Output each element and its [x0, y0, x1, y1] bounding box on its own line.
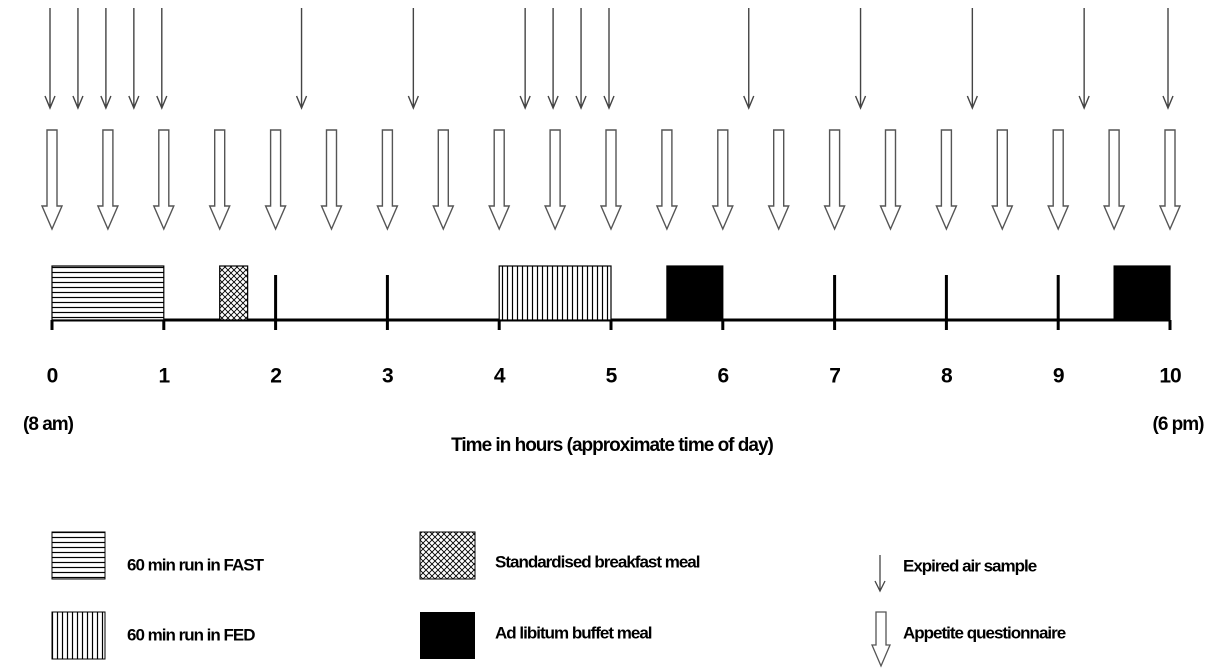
questionnaire-arrow [152, 129, 175, 231]
legend-hollow-arrow [871, 611, 891, 668]
expired-air-arrow [72, 8, 84, 110]
expired-air-arrow [966, 8, 978, 110]
expired-air-arrow [1078, 8, 1090, 110]
expired-air-arrow [575, 8, 587, 110]
questionnaire-arrow [376, 129, 399, 231]
tick-label: 6 [717, 365, 728, 388]
tick-label: 4 [494, 365, 506, 388]
legend-label: Standardised breakfast meal [495, 552, 700, 571]
questionnaire-arrow [96, 129, 119, 231]
expired-air-arrow [156, 8, 168, 110]
expired-air-arrow [547, 8, 559, 110]
legend-swatch [420, 612, 475, 659]
legend-swatch [51, 531, 106, 580]
legend-label: 60 min run in FED [127, 625, 255, 644]
expired-air-arrow [603, 8, 615, 110]
fast-run-block [51, 265, 165, 321]
expired-air-arrow [44, 8, 56, 110]
questionnaire-arrow [823, 129, 846, 231]
tick-label: 7 [829, 365, 840, 388]
questionnaire-arrow [599, 129, 623, 231]
questionnaire-arrow [432, 129, 455, 231]
tick-label: 9 [1053, 365, 1064, 388]
questionnaire-arrow [767, 129, 790, 231]
expired-air-arrow [295, 8, 308, 110]
questionnaire-arrow [879, 129, 902, 231]
legend-label: Expired air sample [903, 556, 1037, 575]
questionnaire-arrow [320, 129, 343, 231]
tick-label: 5 [606, 365, 618, 388]
questionnaire-arrow [655, 129, 678, 231]
questionnaire-arrow [1047, 129, 1070, 231]
tick-label: 8 [941, 365, 953, 388]
breakfast-block [219, 265, 249, 321]
legend-label: 60 min run in FAST [127, 555, 265, 574]
tick-label: 10 [1159, 365, 1181, 388]
legend-swatch [419, 531, 476, 580]
legend-swatch [51, 611, 106, 660]
fed-run-block [498, 265, 612, 321]
questionnaire-arrow [264, 129, 287, 231]
questionnaire-arrow [488, 129, 511, 231]
end-label: (6 pm) [1153, 414, 1205, 435]
tick-label: 2 [270, 365, 281, 388]
questionnaire-arrow [208, 129, 231, 231]
questionnaire-arrow [935, 129, 958, 231]
start-label: (8 am) [23, 414, 74, 435]
buffet-block [666, 265, 724, 321]
tick-label: 0 [47, 365, 58, 388]
expired-air-arrow [743, 8, 755, 110]
legend-label: Appetite questionnaire [903, 623, 1066, 642]
expired-air-arrow [407, 8, 419, 110]
legend-thin-arrow [874, 555, 886, 593]
expired-air-arrow [128, 8, 140, 110]
expired-air-arrow [519, 8, 531, 110]
legend-label: Ad libitum buffet meal [495, 623, 652, 642]
axis-title: Time in hours (approximate time of day) [451, 435, 773, 456]
questionnaire-arrow [991, 129, 1014, 231]
questionnaire-arrow [1103, 129, 1126, 231]
expired-air-arrow [1162, 8, 1174, 110]
questionnaire-arrow [711, 129, 734, 231]
questionnaire-arrow [40, 129, 64, 231]
tick-label: 3 [382, 365, 393, 388]
expired-air-arrow [100, 8, 112, 110]
buffet-block [1113, 265, 1171, 321]
questionnaire-arrow [1158, 129, 1182, 231]
expired-air-arrow [854, 8, 867, 110]
tick-label: 1 [158, 365, 170, 388]
questionnaire-arrow [544, 129, 567, 231]
